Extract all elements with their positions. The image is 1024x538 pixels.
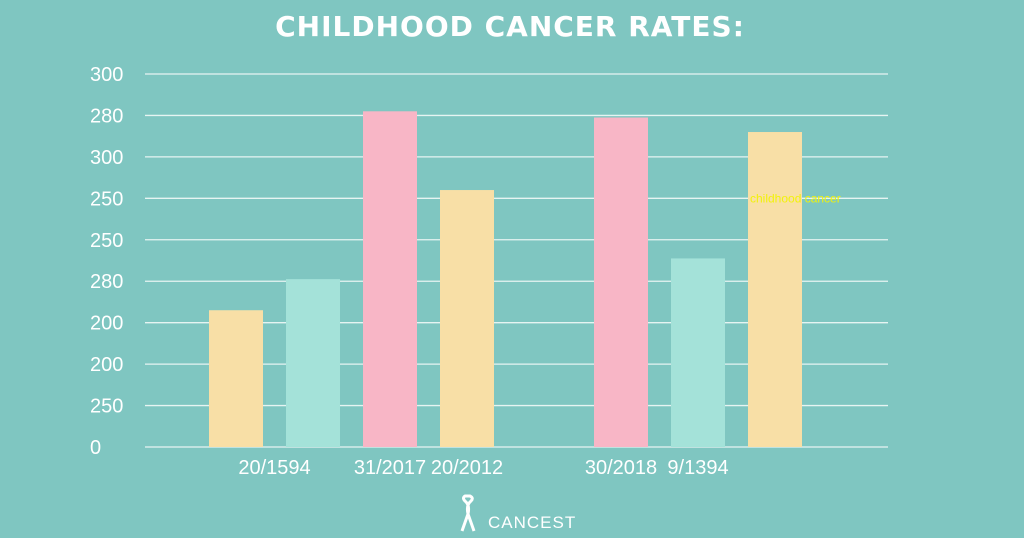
brand-name: CANCEST	[488, 513, 576, 532]
x-tick-label: 30/2018	[585, 457, 657, 479]
bar	[209, 310, 263, 447]
y-tick-label: 250	[90, 188, 123, 210]
y-tick-label: 250	[90, 396, 123, 418]
bar	[440, 190, 494, 448]
bar	[671, 258, 725, 447]
footer: CANCEST	[460, 494, 576, 532]
x-tick-label: 31/2017	[354, 457, 426, 479]
bar	[286, 279, 340, 447]
annotations: childhood cancer	[750, 191, 841, 205]
y-tick-label: 300	[90, 64, 123, 86]
bar	[748, 132, 802, 447]
chart-title: CHILDHOOD CANCER RATES:	[275, 10, 745, 43]
y-tick-label: 280	[90, 271, 123, 293]
x-tick-label: 20/2012	[431, 457, 503, 479]
x-tick-label: 9/1394	[667, 457, 728, 479]
y-tick-label: 250	[90, 230, 123, 252]
x-tick-label: 20/1594	[238, 457, 310, 479]
annotation-label: childhood cancer	[750, 191, 841, 205]
y-tick-label: 200	[90, 313, 123, 335]
y-tick-label: 0	[90, 437, 101, 459]
bar	[594, 117, 648, 448]
y-tick-label: 200	[90, 354, 123, 376]
x-axis-ticks: 20/1594 31/2017 20/2012 30/2018 9/1394	[238, 457, 728, 479]
awareness-ribbon-icon	[460, 494, 476, 532]
y-axis-ticks: 300 280 300 250 250 280 200 200 250 0	[90, 64, 123, 459]
bar	[363, 111, 417, 448]
y-tick-label: 280	[90, 105, 123, 127]
bars	[209, 111, 802, 448]
y-tick-label: 300	[90, 147, 123, 169]
